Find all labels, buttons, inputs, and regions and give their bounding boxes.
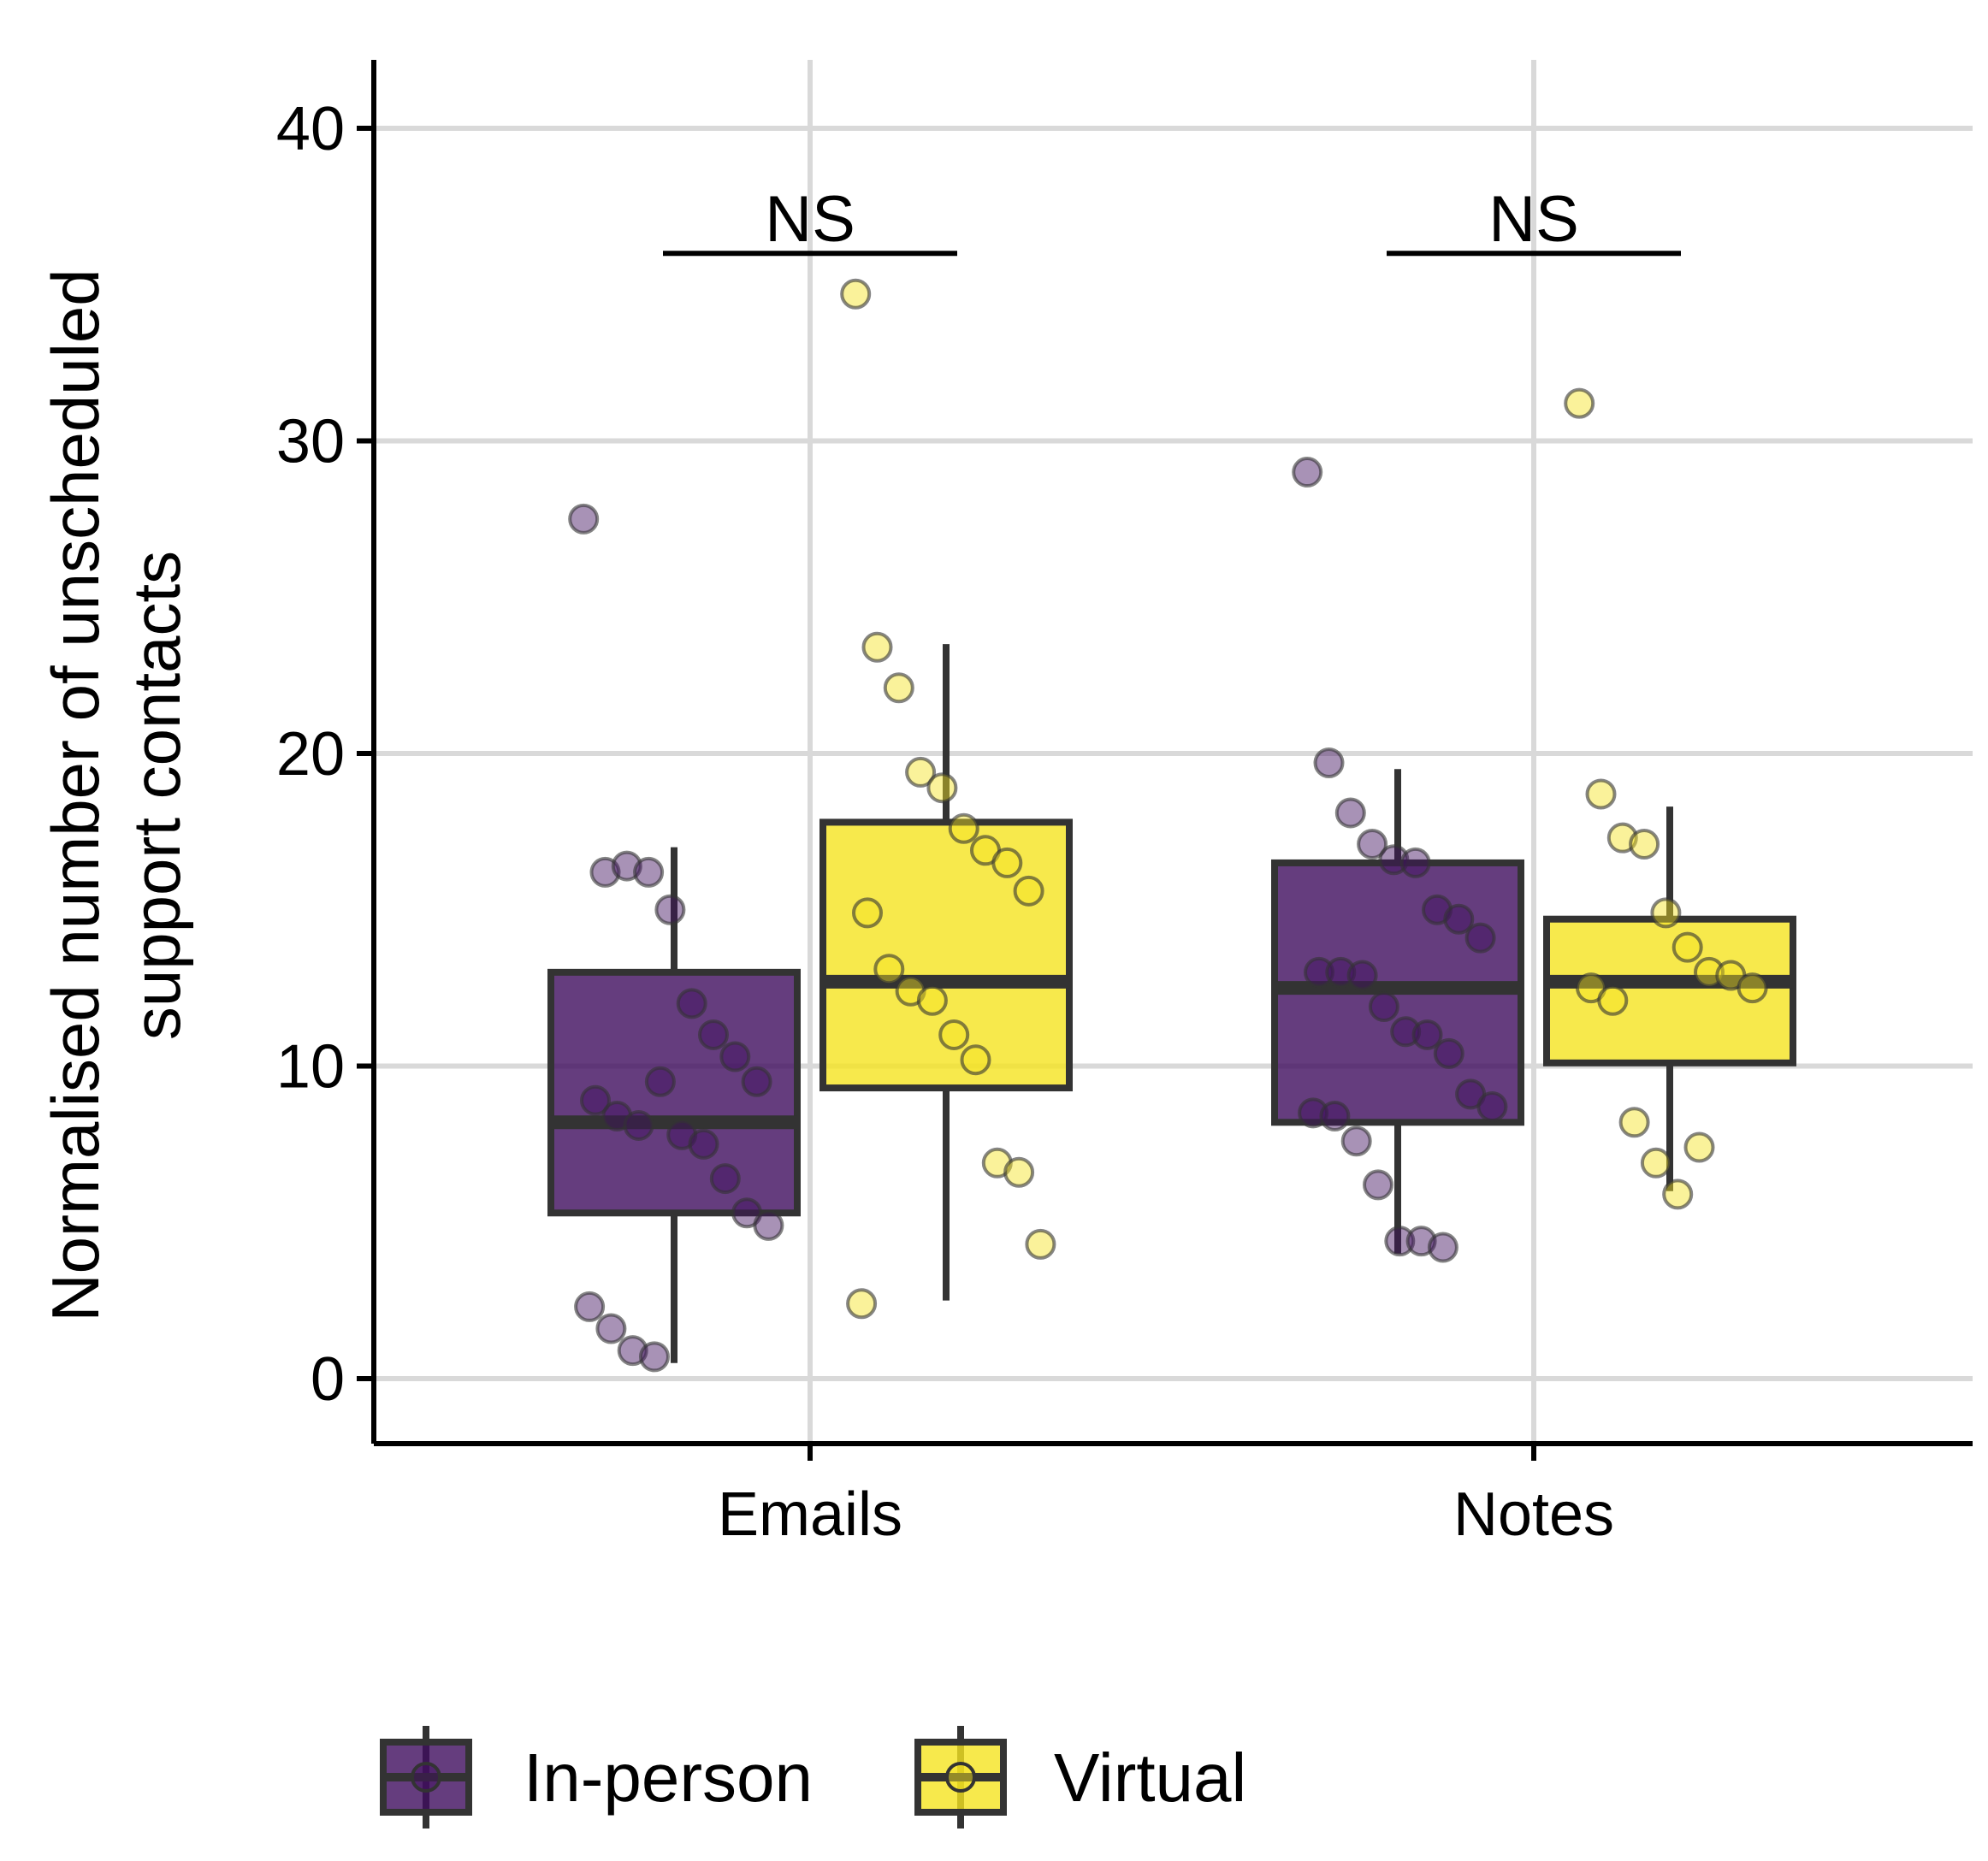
y-tick-label-30: 30 — [276, 408, 345, 476]
point-in-person-notes-11 — [1346, 960, 1378, 991]
point-virtual-emails-0 — [840, 278, 872, 310]
point-virtual-emails-5 — [948, 812, 979, 844]
point-in-person-emails-9 — [580, 1084, 611, 1116]
point-in-person-emails-15 — [709, 1163, 741, 1195]
box-rect-virtual-notes — [1543, 915, 1796, 1066]
point-in-person-emails-18 — [574, 1291, 606, 1322]
point-in-person-notes-14 — [1411, 1019, 1443, 1050]
point-in-person-notes-1 — [1313, 747, 1345, 778]
point-in-person-emails-7 — [719, 1041, 751, 1072]
point-virtual-emails-12 — [916, 984, 948, 1016]
point-virtual-emails-16 — [1003, 1156, 1035, 1188]
point-in-person-notes-20 — [1340, 1125, 1372, 1157]
y-axis-title-line-1: Normalised number of unscheduled — [38, 269, 113, 1321]
point-virtual-notes-3 — [1629, 828, 1660, 860]
point-in-person-emails-3 — [633, 856, 665, 888]
point-in-person-emails-0 — [568, 503, 600, 535]
point-virtual-notes-0 — [1564, 387, 1595, 419]
box-virtual-notes — [1543, 806, 1796, 1191]
point-virtual-notes-4 — [1650, 897, 1682, 929]
y-axis-title-line-2: support contacts — [119, 551, 194, 1040]
x-tick-label-emails: Emails — [718, 1480, 902, 1549]
box-in-person-emails — [547, 847, 801, 1363]
legend-label-in-person: In-person — [524, 1740, 813, 1816]
point-virtual-emails-2 — [883, 672, 914, 704]
point-in-person-emails-17 — [753, 1209, 784, 1241]
point-in-person-notes-21 — [1363, 1169, 1393, 1201]
point-in-person-notes-0 — [1292, 457, 1323, 488]
point-in-person-emails-12 — [644, 1066, 676, 1097]
box-virtual-emails — [819, 644, 1073, 1301]
point-virtual-notes-5 — [1671, 931, 1703, 963]
y-tick-label-10: 10 — [276, 1033, 345, 1102]
jitter-points — [568, 278, 1768, 1373]
box-rect-in-person-emails — [547, 968, 801, 1217]
point-virtual-notes-10 — [1597, 984, 1629, 1016]
point-virtual-emails-8 — [1013, 875, 1044, 907]
box-in-person-notes — [1271, 769, 1524, 1254]
point-virtual-emails-18 — [846, 1288, 878, 1320]
legend-label-virtual: Virtual — [1054, 1740, 1246, 1816]
point-in-person-emails-8 — [741, 1066, 772, 1097]
boxes — [547, 644, 1796, 1363]
legend-key-point-virtual — [945, 1762, 976, 1793]
point-virtual-notes-12 — [1640, 1147, 1671, 1179]
point-in-person-emails-4 — [654, 894, 686, 925]
point-virtual-emails-10 — [873, 954, 905, 985]
point-in-person-notes-17 — [1476, 1091, 1508, 1123]
y-tick-label-0: 0 — [311, 1345, 345, 1414]
significance-label-emails: NS — [765, 183, 855, 256]
point-virtual-emails-14 — [960, 1044, 991, 1076]
point-virtual-notes-13 — [1662, 1179, 1694, 1210]
significance-annotations: NS NS — [663, 183, 1681, 257]
point-in-person-notes-7 — [1443, 903, 1475, 935]
point-in-person-notes-2 — [1334, 797, 1366, 829]
y-axis-title: Normalised number of unscheduledsupport … — [38, 269, 194, 1321]
y-tick-label-40: 40 — [276, 95, 345, 163]
point-in-person-notes-9 — [1304, 956, 1334, 988]
point-virtual-notes-1 — [1585, 778, 1617, 810]
point-in-person-emails-19 — [595, 1313, 627, 1344]
point-in-person-emails-11 — [623, 1109, 654, 1141]
point-in-person-emails-6 — [698, 1019, 729, 1050]
point-virtual-notes-14 — [1683, 1131, 1715, 1163]
y-tick-label-20: 20 — [276, 720, 345, 789]
point-in-person-notes-19 — [1319, 1100, 1351, 1131]
point-in-person-notes-8 — [1464, 922, 1496, 954]
point-virtual-notes-11 — [1618, 1107, 1650, 1138]
significance-label-notes: NS — [1488, 183, 1579, 256]
point-in-person-notes-3 — [1357, 828, 1388, 860]
point-virtual-emails-1 — [861, 631, 893, 663]
point-in-person-emails-21 — [639, 1341, 670, 1373]
point-in-person-notes-5 — [1399, 847, 1431, 878]
point-in-person-notes-22 — [1384, 1226, 1416, 1257]
box-rect-virtual-emails — [819, 818, 1073, 1092]
point-in-person-emails-14 — [688, 1128, 719, 1160]
point-in-person-emails-5 — [676, 988, 707, 1019]
legend-item-virtual: Virtual — [914, 1726, 1246, 1829]
point-virtual-emails-9 — [852, 897, 883, 929]
point-virtual-emails-7 — [991, 847, 1023, 878]
point-virtual-emails-4 — [926, 772, 958, 804]
point-in-person-notes-24 — [1427, 1232, 1458, 1263]
point-in-person-notes-12 — [1368, 991, 1399, 1023]
x-tick-label-notes: Notes — [1453, 1480, 1614, 1549]
legend-item-in-person: In-person — [380, 1726, 813, 1829]
legend-key-point-in-person — [411, 1762, 441, 1793]
point-in-person-notes-15 — [1433, 1037, 1464, 1069]
axes: 0 10 20 30 40 Emails Notes — [276, 60, 1973, 1549]
point-virtual-emails-13 — [938, 1019, 970, 1050]
point-virtual-emails-17 — [1025, 1228, 1056, 1260]
y-axis-title-text: Normalised number of unscheduledsupport … — [38, 269, 194, 1321]
point-virtual-notes-8 — [1737, 972, 1768, 1004]
point-virtual-emails-3 — [905, 756, 937, 788]
legend: In-person Virtual — [380, 1726, 1246, 1829]
